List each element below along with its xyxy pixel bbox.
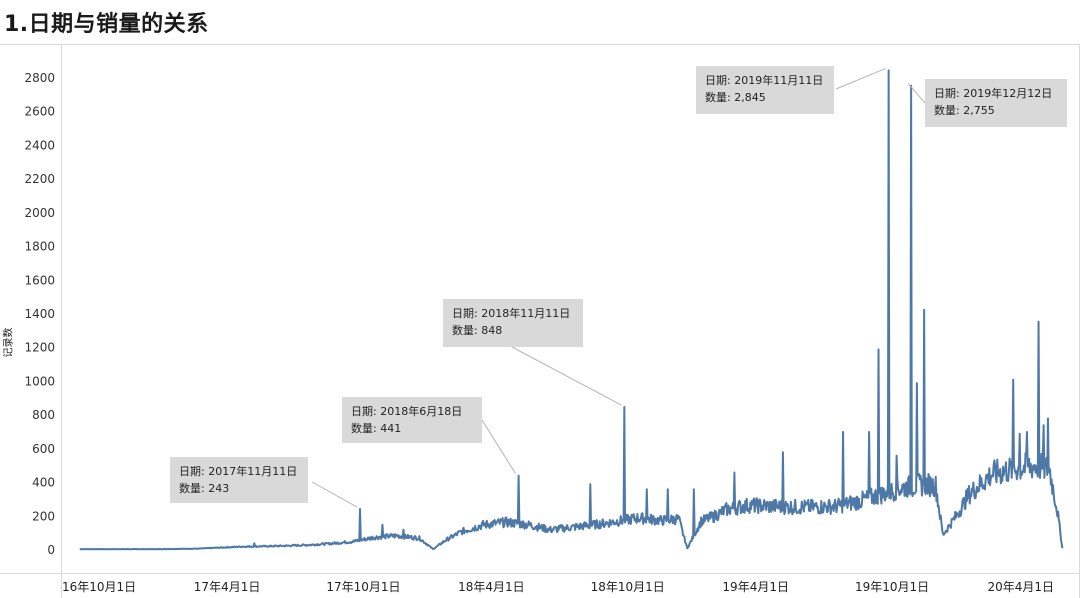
annotation-date: 日期: 2019年12月12日	[934, 86, 1052, 100]
x-tick-label: 18年4月1日	[458, 580, 525, 594]
y-tick-label: 2000	[24, 206, 55, 220]
sales-line	[79, 69, 1064, 551]
annotation-value: 数量: 2,845	[705, 91, 766, 104]
annotation-date: 日期: 2018年6月18日	[351, 404, 462, 418]
annotation-value: 数量: 441	[351, 422, 401, 435]
y-axis-ticks: 0 200 400 600 800 1000 1200 1400 1600 1800 2000 220…	[24, 71, 55, 557]
x-tick-label: 19年4月1日	[722, 580, 789, 594]
y-tick-label: 1200	[24, 341, 55, 355]
x-tick-label: 17年10月1日	[326, 580, 400, 594]
annotation-value: 数量: 848	[452, 324, 502, 337]
annotation-leader-line	[481, 419, 517, 474]
annotation-leader-line	[311, 481, 358, 508]
annotation-value: 数量: 2,755	[934, 104, 995, 117]
annotation-date: 日期: 2018年11月11日	[452, 306, 570, 320]
y-tick-label: 1800	[24, 240, 55, 254]
page-title: 1.日期与销量的关系	[4, 12, 209, 37]
y-tick-label: 2600	[24, 105, 55, 119]
annotation-box	[696, 66, 834, 114]
y-tick-label: 1000	[24, 374, 55, 388]
x-tick-label: 17年4月1日	[194, 580, 261, 594]
y-tick-label: 2400	[24, 138, 55, 152]
y-tick-label: 400	[32, 476, 55, 490]
series-layer	[79, 69, 1064, 551]
annotation-box	[170, 457, 308, 503]
y-tick-label: 2200	[24, 172, 55, 186]
annotation-date: 日期: 2017年11月11日	[179, 464, 297, 478]
x-axis-ticks: 16年10月1日 17年4月1日 17年10月1日 18年4月1日 18年10月1日 19…	[62, 580, 1054, 594]
annotation-date: 日期: 2019年11月11日	[705, 73, 823, 87]
y-tick-label: 1600	[24, 273, 55, 287]
annotation-leader-line	[835, 67, 886, 90]
x-tick-label: 20年4月1日	[987, 580, 1054, 594]
y-tick-label: 2800	[24, 71, 55, 85]
annotation-box	[443, 299, 583, 347]
x-tick-label: 16年10月1日	[62, 580, 136, 594]
x-axis-corner-separator	[61, 573, 62, 598]
annotation-box	[925, 79, 1067, 127]
line-chart: 0 200 400 600 800 1000 1200 1400 1600 1800 2000 220…	[24, 66, 1067, 594]
x-tick-label: 19年10月1日	[855, 580, 929, 594]
y-tick-label: 800	[32, 408, 55, 422]
y-tick-label: 0	[47, 543, 55, 557]
chart-frame: 记录数 0 200 400 600 800 1000 1200 1400 1600 1800 200…	[0, 44, 1080, 598]
y-axis-separator	[61, 45, 62, 598]
y-tick-label: 1400	[24, 307, 55, 321]
y-tick-label: 200	[32, 509, 55, 523]
annotation-value: 数量: 243	[179, 482, 229, 495]
annotation-leader-line	[511, 346, 622, 406]
y-tick-label: 600	[32, 442, 55, 456]
x-axis-separator	[0, 573, 1079, 574]
annotation-leader-line	[907, 83, 926, 104]
annotation-box	[342, 397, 482, 443]
x-tick-label: 18年10月1日	[591, 580, 665, 594]
